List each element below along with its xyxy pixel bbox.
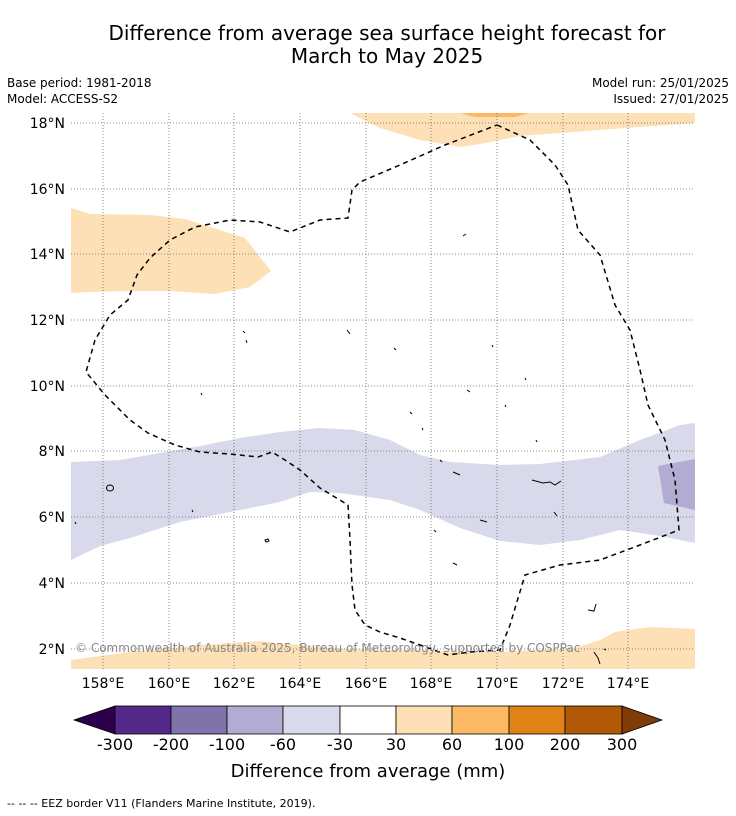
anomaly-30-60-west [71,208,271,294]
lon-axis: 158°E 160°E 162°E 164°E 166°E 168°E 170°… [82,676,650,692]
gridlines [71,113,695,669]
lon-tick-164: 164°E [279,676,322,692]
lon-tick-168: 168°E [410,676,453,692]
lon-tick-174: 174°E [607,676,650,692]
colorbar-tick: 30 [385,735,407,754]
colorbar-tick: -200 [152,735,190,754]
lat-tick-8: 8°N [39,444,65,460]
model-name: Model: ACCESS-S2 [7,92,119,106]
anomaly-30-60-south [71,627,695,669]
colorbar-tick: 100 [493,735,525,754]
colorbar-bin-5 [339,705,397,735]
eez-border [85,124,680,656]
meta-right: Model run: 25/01/2025 Issued: 27/01/2025 [592,76,729,108]
colorbar [72,705,664,735]
colorbar-bin-9 [564,705,623,735]
colorbar-tick: 200 [549,735,581,754]
lon-tick-158: 158°E [82,676,125,692]
lon-tick-166: 166°E [345,676,388,692]
base-period: Base period: 1981-2018 [7,76,152,90]
copyright-notice: © Commonwealth of Australia 2025, Bureau… [75,641,581,655]
lat-tick-4: 4°N [39,576,65,592]
islands [74,233,607,665]
colorbar-bin-6 [395,705,453,735]
lat-tick-6: 6°N [39,510,65,526]
colorbar-label: Difference from average (mm) [230,761,506,782]
anomaly-30-60-top [350,113,695,147]
anomaly-60-100-top [460,113,530,117]
colorbar-bin-8 [508,705,566,735]
lat-tick-2: 2°N [39,642,65,658]
title-line-2: March to May 2025 [290,44,484,68]
colorbar-bin-3 [226,705,284,735]
colorbar-extend-high [621,705,664,735]
map-title: Difference from average sea surface heig… [0,22,736,68]
colorbar-bin-7 [451,705,510,735]
model-run: Model run: 25/01/2025 [591,76,729,90]
colorbar-tick: -30 [326,735,354,754]
lat-tick-14: 14°N [30,247,65,263]
lon-tick-172: 172°E [542,676,585,692]
lon-tick-162: 162°E [213,676,256,692]
colorbar-bin-4 [282,705,341,735]
lon-tick-170: 170°E [476,676,519,692]
colorbar-tick: 300 [606,735,638,754]
anomaly-minus60-minus100-patch [658,459,695,510]
title-line-1: Difference from average sea surface heig… [108,21,666,45]
colorbar-extend-low [72,705,116,735]
lat-tick-10: 10°N [30,379,65,395]
colorbar-tick: -60 [269,735,297,754]
issued-date: Issued: 27/01/2025 [613,92,729,106]
lat-tick-16: 16°N [30,182,65,198]
lon-tick-160: 160°E [148,676,191,692]
colorbar-tick: 60 [441,735,463,754]
colorbar-tick: -100 [208,735,246,754]
colorbar-bin-2 [170,705,228,735]
lat-tick-12: 12°N [30,313,65,329]
colorbar-bin-1 [114,705,172,735]
eez-legend: -- -- -- EEZ border V11 (Flanders Marine… [7,797,316,810]
lat-axis: 18°N 16°N 14°N 12°N 10°N 8°N 6°N 4°N 2°N [30,116,65,658]
map-area [71,113,695,669]
colorbar-tick: -300 [96,735,134,754]
anomaly-minus30-minus60-band [71,423,695,560]
lat-tick-18: 18°N [30,116,65,132]
meta-left: Base period: 1981-2018 Model: ACCESS-S2 [7,76,152,108]
